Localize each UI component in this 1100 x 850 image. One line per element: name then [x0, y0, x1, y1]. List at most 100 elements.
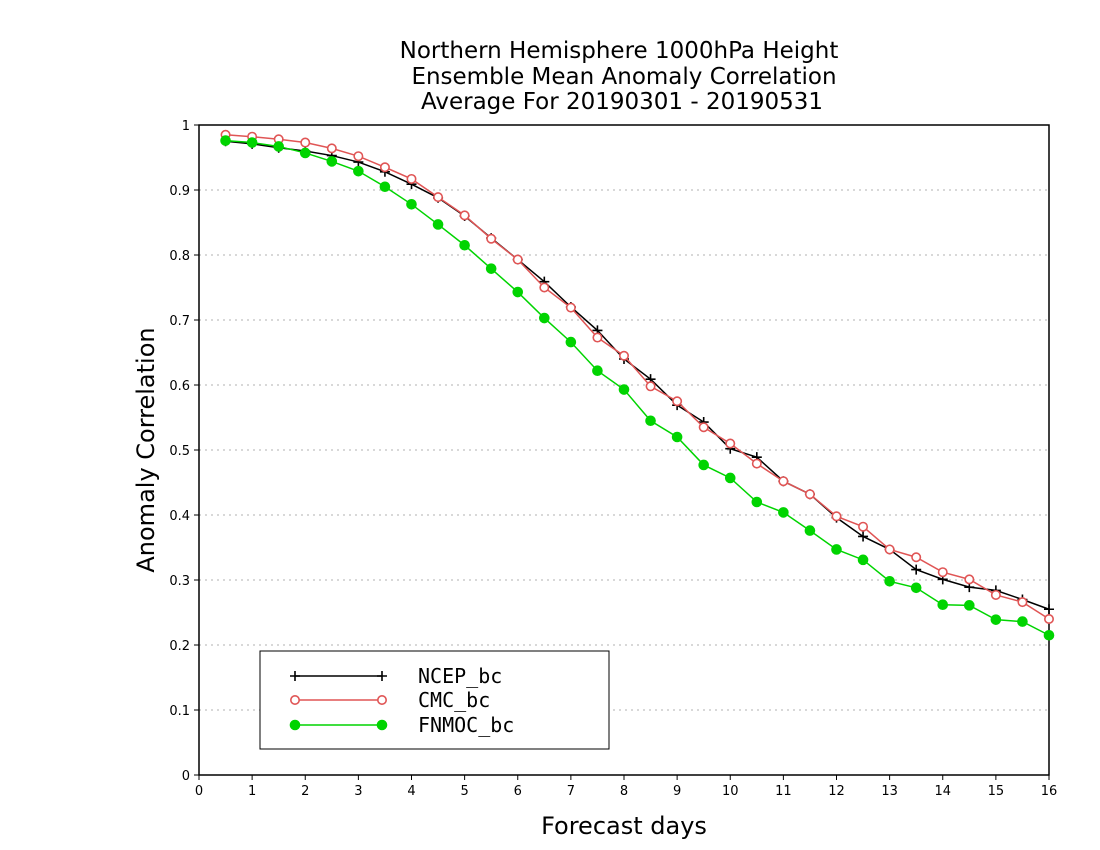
data-point-fnmoc-bc-23	[831, 544, 842, 555]
x-axis-label: Forecast days	[541, 812, 707, 840]
legend-marker-start-fnmoc-bc	[289, 719, 301, 731]
x-tick-label-12: 12	[828, 784, 845, 799]
x-tick-label-5: 5	[460, 784, 468, 799]
data-point-cmc-bc-13	[565, 302, 576, 313]
legend-marker-end-cmc-bc	[376, 694, 387, 705]
data-point-fnmoc-bc-0	[220, 135, 231, 146]
series-fnmoc-bc	[220, 135, 1055, 641]
y-tick-label-1: 0.1	[169, 704, 190, 719]
data-point-cmc-bc-18	[698, 422, 709, 433]
x-tick-label-9: 9	[673, 784, 681, 799]
data-point-fnmoc-bc-26	[910, 582, 922, 594]
legend-label-fnmoc-bc: FNMOC_bc	[418, 713, 514, 737]
data-point-fnmoc-bc-21	[778, 507, 789, 518]
data-point-cmc-bc-6	[379, 162, 390, 173]
chart-title-line-1: Northern Hemisphere 1000hPa Height	[400, 38, 839, 64]
data-point-fnmoc-bc-20	[751, 496, 763, 508]
series-line-cmc-bc	[225, 134, 1050, 620]
data-point-fnmoc-bc-3	[299, 147, 311, 159]
series-line-fnmoc-bc	[225, 139, 1050, 636]
data-point-cmc-bc-12	[539, 282, 550, 293]
axes: 00.10.20.30.40.50.60.70.80.910 1 2 3 4 5 6 7 8 9 1…	[169, 119, 1057, 799]
data-point-cmc-bc-3	[300, 137, 311, 148]
data-point-cmc-bc-23	[831, 511, 842, 522]
y-tick-label-9: 0.9	[169, 184, 190, 199]
data-point-fnmoc-bc-16	[645, 415, 656, 427]
x-tick-label-3: 3	[354, 784, 362, 799]
x-tick-label-6: 6	[514, 784, 522, 799]
chart-title-line-2: Ensemble Mean Anomaly Correlation	[411, 64, 836, 90]
data-point-cmc-bc-21	[778, 476, 789, 487]
y-tick-label-8: 0.8	[169, 249, 190, 264]
y-tick-label-7: 0.7	[169, 314, 190, 329]
data-point-fnmoc-bc-15	[618, 384, 630, 395]
x-tick-label-7: 7	[567, 784, 575, 799]
data-point-ncep-bc-26	[911, 564, 922, 575]
series-cmc-bc	[220, 129, 1055, 624]
data-point-cmc-bc-11	[512, 254, 523, 265]
data-point-cmc-bc-31	[1044, 613, 1055, 624]
data-point-cmc-bc-19	[725, 438, 736, 449]
x-tick-label-16: 16	[1041, 784, 1058, 799]
data-point-cmc-bc-22	[804, 489, 815, 500]
data-point-fnmoc-bc-10	[485, 263, 497, 274]
data-point-fnmoc-bc-11	[512, 286, 524, 298]
data-point-cmc-bc-29	[990, 589, 1001, 600]
data-point-cmc-bc-27	[937, 567, 948, 578]
y-axis-label: Anomaly Correlation	[132, 327, 160, 572]
data-point-fnmoc-bc-6	[379, 181, 391, 193]
data-point-fnmoc-bc-22	[804, 525, 816, 536]
data-point-fnmoc-bc-18	[698, 459, 709, 471]
data-point-fnmoc-bc-9	[459, 239, 470, 251]
x-tick-label-15: 15	[988, 784, 1005, 799]
data-point-fnmoc-bc-19	[724, 472, 736, 484]
chart-title-line-3: Average For 20190301 - 20190531	[421, 89, 823, 115]
series-layer	[220, 129, 1055, 641]
data-point-cmc-bc-16	[645, 381, 656, 392]
data-point-cmc-bc-9	[459, 210, 470, 221]
y-tick-label-0: 0	[182, 769, 190, 784]
series-ncep-bc	[220, 136, 1054, 615]
data-point-cmc-bc-28	[964, 574, 975, 585]
data-point-cmc-bc-25	[884, 544, 895, 555]
legend-label-ncep-bc: NCEP_bc	[418, 664, 502, 688]
data-point-cmc-bc-5	[353, 151, 364, 162]
x-tick-label-13: 13	[881, 784, 898, 799]
data-point-fnmoc-bc-24	[857, 554, 869, 566]
data-point-cmc-bc-14	[592, 332, 603, 343]
legend-marker-start-cmc-bc	[289, 694, 300, 705]
legend-marker-end-fnmoc-bc	[376, 719, 388, 731]
data-point-fnmoc-bc-12	[539, 312, 550, 324]
x-tick-label-2: 2	[301, 784, 309, 799]
chart-title: Northern Hemisphere 1000hPa Height Ensem…	[400, 38, 839, 115]
series-line-ncep-bc	[225, 140, 1050, 610]
data-point-fnmoc-bc-29	[990, 614, 1002, 625]
y-tick-label-10: 1	[182, 119, 190, 134]
x-tick-label-10: 10	[722, 784, 739, 799]
data-point-cmc-bc-26	[911, 552, 922, 563]
data-point-cmc-bc-4	[326, 143, 337, 154]
x-tick-label-1: 1	[248, 784, 256, 799]
data-point-fnmoc-bc-4	[326, 156, 338, 167]
data-point-cmc-bc-20	[751, 458, 762, 469]
data-point-cmc-bc-17	[672, 396, 683, 407]
x-tick-label-4: 4	[407, 784, 415, 799]
data-point-cmc-bc-7	[406, 173, 417, 184]
legend-label-cmc-bc: CMC_bc	[418, 688, 490, 712]
x-tick-label-14: 14	[934, 784, 951, 799]
data-point-fnmoc-bc-13	[565, 336, 577, 348]
data-point-cmc-bc-30	[1017, 597, 1028, 608]
y-tick-label-6: 0.6	[169, 379, 190, 394]
x-tick-label-8: 8	[620, 784, 628, 799]
data-point-fnmoc-bc-14	[592, 365, 603, 377]
x-tick-label-0: 0	[195, 784, 203, 799]
data-point-fnmoc-bc-8	[432, 219, 444, 230]
y-tick-label-4: 0.4	[169, 509, 190, 524]
gridlines	[199, 189, 1049, 711]
data-point-fnmoc-bc-27	[937, 599, 949, 611]
data-point-fnmoc-bc-31	[1043, 629, 1055, 641]
data-point-cmc-bc-24	[858, 521, 869, 532]
data-point-fnmoc-bc-30	[1017, 616, 1028, 627]
